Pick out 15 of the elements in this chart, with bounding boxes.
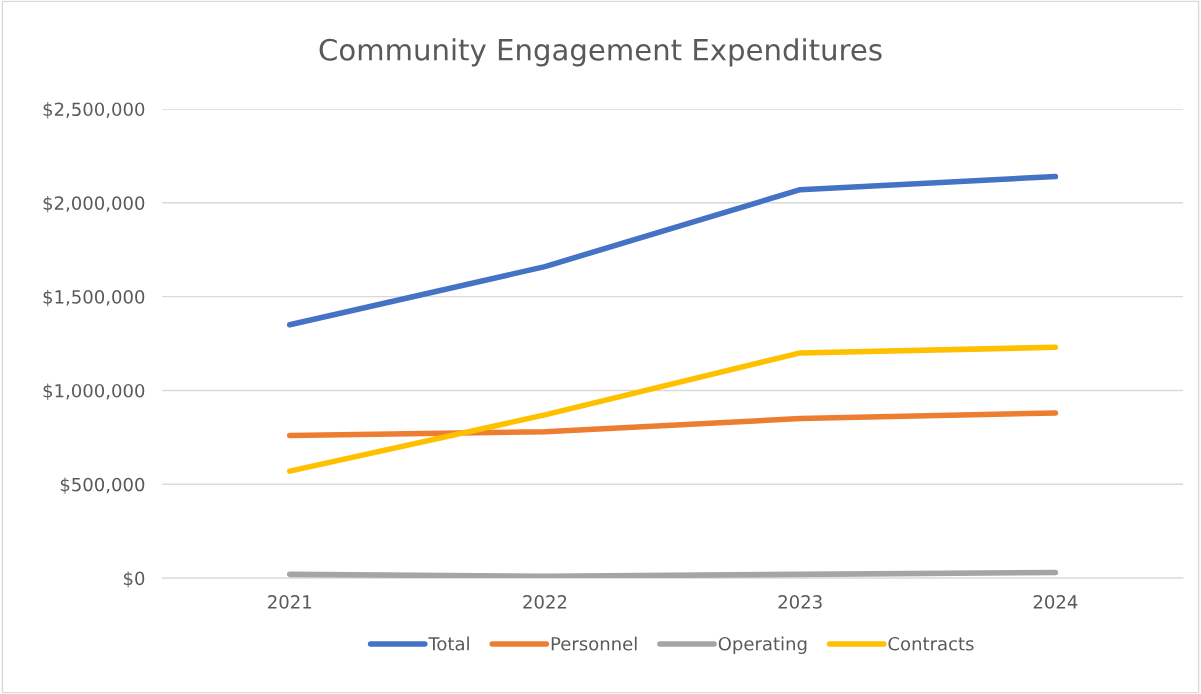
y-tick-label: $0: [123, 571, 145, 588]
x-tick-label: 2022: [523, 595, 567, 609]
legend-label: Personnel: [551, 636, 637, 651]
legend-label: Operating: [718, 636, 807, 655]
legend-label: Total: [428, 636, 469, 651]
x-tick-label: 2024: [1033, 595, 1078, 609]
chart-title: Community Engagement Expenditures: [319, 38, 882, 67]
x-tick-label: 2023: [778, 595, 822, 609]
y-tick-label: $2,500,000: [43, 102, 145, 119]
y-tick-label: $1,500,000: [43, 289, 145, 307]
legend-label: Contracts: [888, 636, 974, 651]
y-tick-label: $1,000,000: [43, 383, 145, 400]
y-tick-label: $500,000: [60, 477, 145, 494]
y-tick-label: $2,000,000: [43, 195, 145, 213]
x-tick-label: 2021: [268, 595, 312, 609]
